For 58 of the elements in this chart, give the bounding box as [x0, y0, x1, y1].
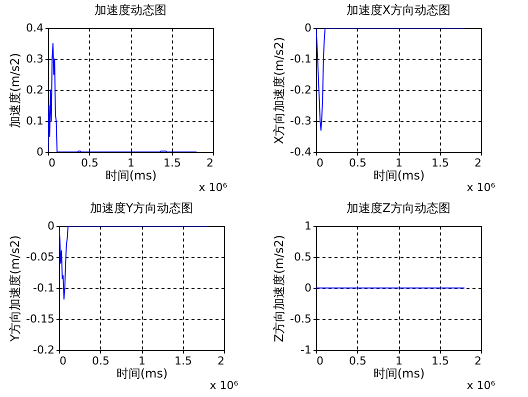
chart-title: 加速度Z方向动态图 [346, 201, 451, 215]
x-tick-label: 2 [218, 354, 224, 368]
y-axis-title: Z方向加速度(m/s2) [272, 234, 286, 342]
x-tick-label: 2 [474, 156, 482, 170]
y-axis-title: 加速度(m/s2) [8, 53, 22, 128]
x-tick-label: 2 [206, 156, 214, 170]
x-tick-label: 1 [128, 156, 134, 170]
x-tick-label: 1 [138, 354, 146, 368]
y-tick-label: -0.4 [290, 146, 312, 158]
y-tick-label: 0 [304, 22, 312, 34]
x-tick-label: 1.5 [174, 354, 192, 368]
y-tick-label: 0 [48, 220, 54, 232]
y-tick-label: -0.3 [290, 114, 312, 128]
y-axis-title: Y方向加速度(m/s2) [8, 235, 22, 343]
x-tick-label: 0.5 [349, 354, 366, 368]
line-series [316, 28, 465, 131]
y-tick-label: 0 [36, 146, 44, 158]
x-tick-label: 0.5 [349, 156, 366, 170]
x-tick-label: 1.5 [164, 156, 181, 170]
chart-title: 加速度X方向动态图 [346, 3, 451, 17]
x-tick-label: 1 [396, 354, 402, 368]
y-tick-label: 0.5 [294, 250, 312, 264]
y-tick-label: 0 [304, 282, 312, 294]
x-axis-title: 时间(ms) [116, 366, 168, 380]
text: x 10⁶ [198, 181, 228, 194]
y-tick-label: 0.4 [26, 22, 44, 34]
line-series [59, 226, 208, 300]
x-axis-title: 时间(ms) [373, 366, 425, 380]
y-tick-label: -0.5 [290, 312, 312, 326]
y-tick-label: -0.1 [33, 282, 54, 294]
line-series [48, 43, 197, 152]
x-tick-label: 1.5 [432, 156, 449, 170]
x-tick-label: 0 [60, 354, 66, 368]
y-tick-label: -0.15 [26, 312, 54, 326]
y-tick-label: -1 [300, 344, 312, 356]
chart-title: 加速度Y方向动态图 [90, 201, 194, 215]
x-tick-label: 1 [396, 156, 402, 170]
x-tick-label: 0.5 [92, 354, 110, 368]
y-tick-label: -0.2 [290, 84, 312, 96]
x-tick-label: 2 [474, 354, 482, 368]
y-tick-label: -0.2 [33, 344, 54, 356]
x-tick-label: 0 [316, 354, 324, 368]
x-axis-title: 时间(ms) [373, 168, 425, 182]
y-tick-label: 0.2 [26, 84, 44, 96]
text: x 10⁶ [466, 379, 496, 392]
y-tick-label: 1 [304, 220, 312, 232]
x-tick-label: 0 [316, 156, 324, 170]
y-tick-label: 0.3 [26, 52, 44, 66]
y-tick-label: -0.1 [290, 52, 312, 66]
text: x 10⁶ [210, 379, 239, 392]
chart-title: 加速度动态图 [94, 3, 166, 17]
x-tick-label: 1.5 [432, 354, 449, 368]
y-tick-label: 0.1 [26, 114, 44, 128]
x-axis-title: 时间(ms) [105, 168, 157, 182]
text: x 10⁶ [466, 181, 496, 194]
y-tick-label: -0.05 [26, 250, 54, 264]
x-tick-label: 0.5 [81, 156, 98, 170]
y-axis-title: X方向加速度(m/s2) [272, 36, 286, 144]
